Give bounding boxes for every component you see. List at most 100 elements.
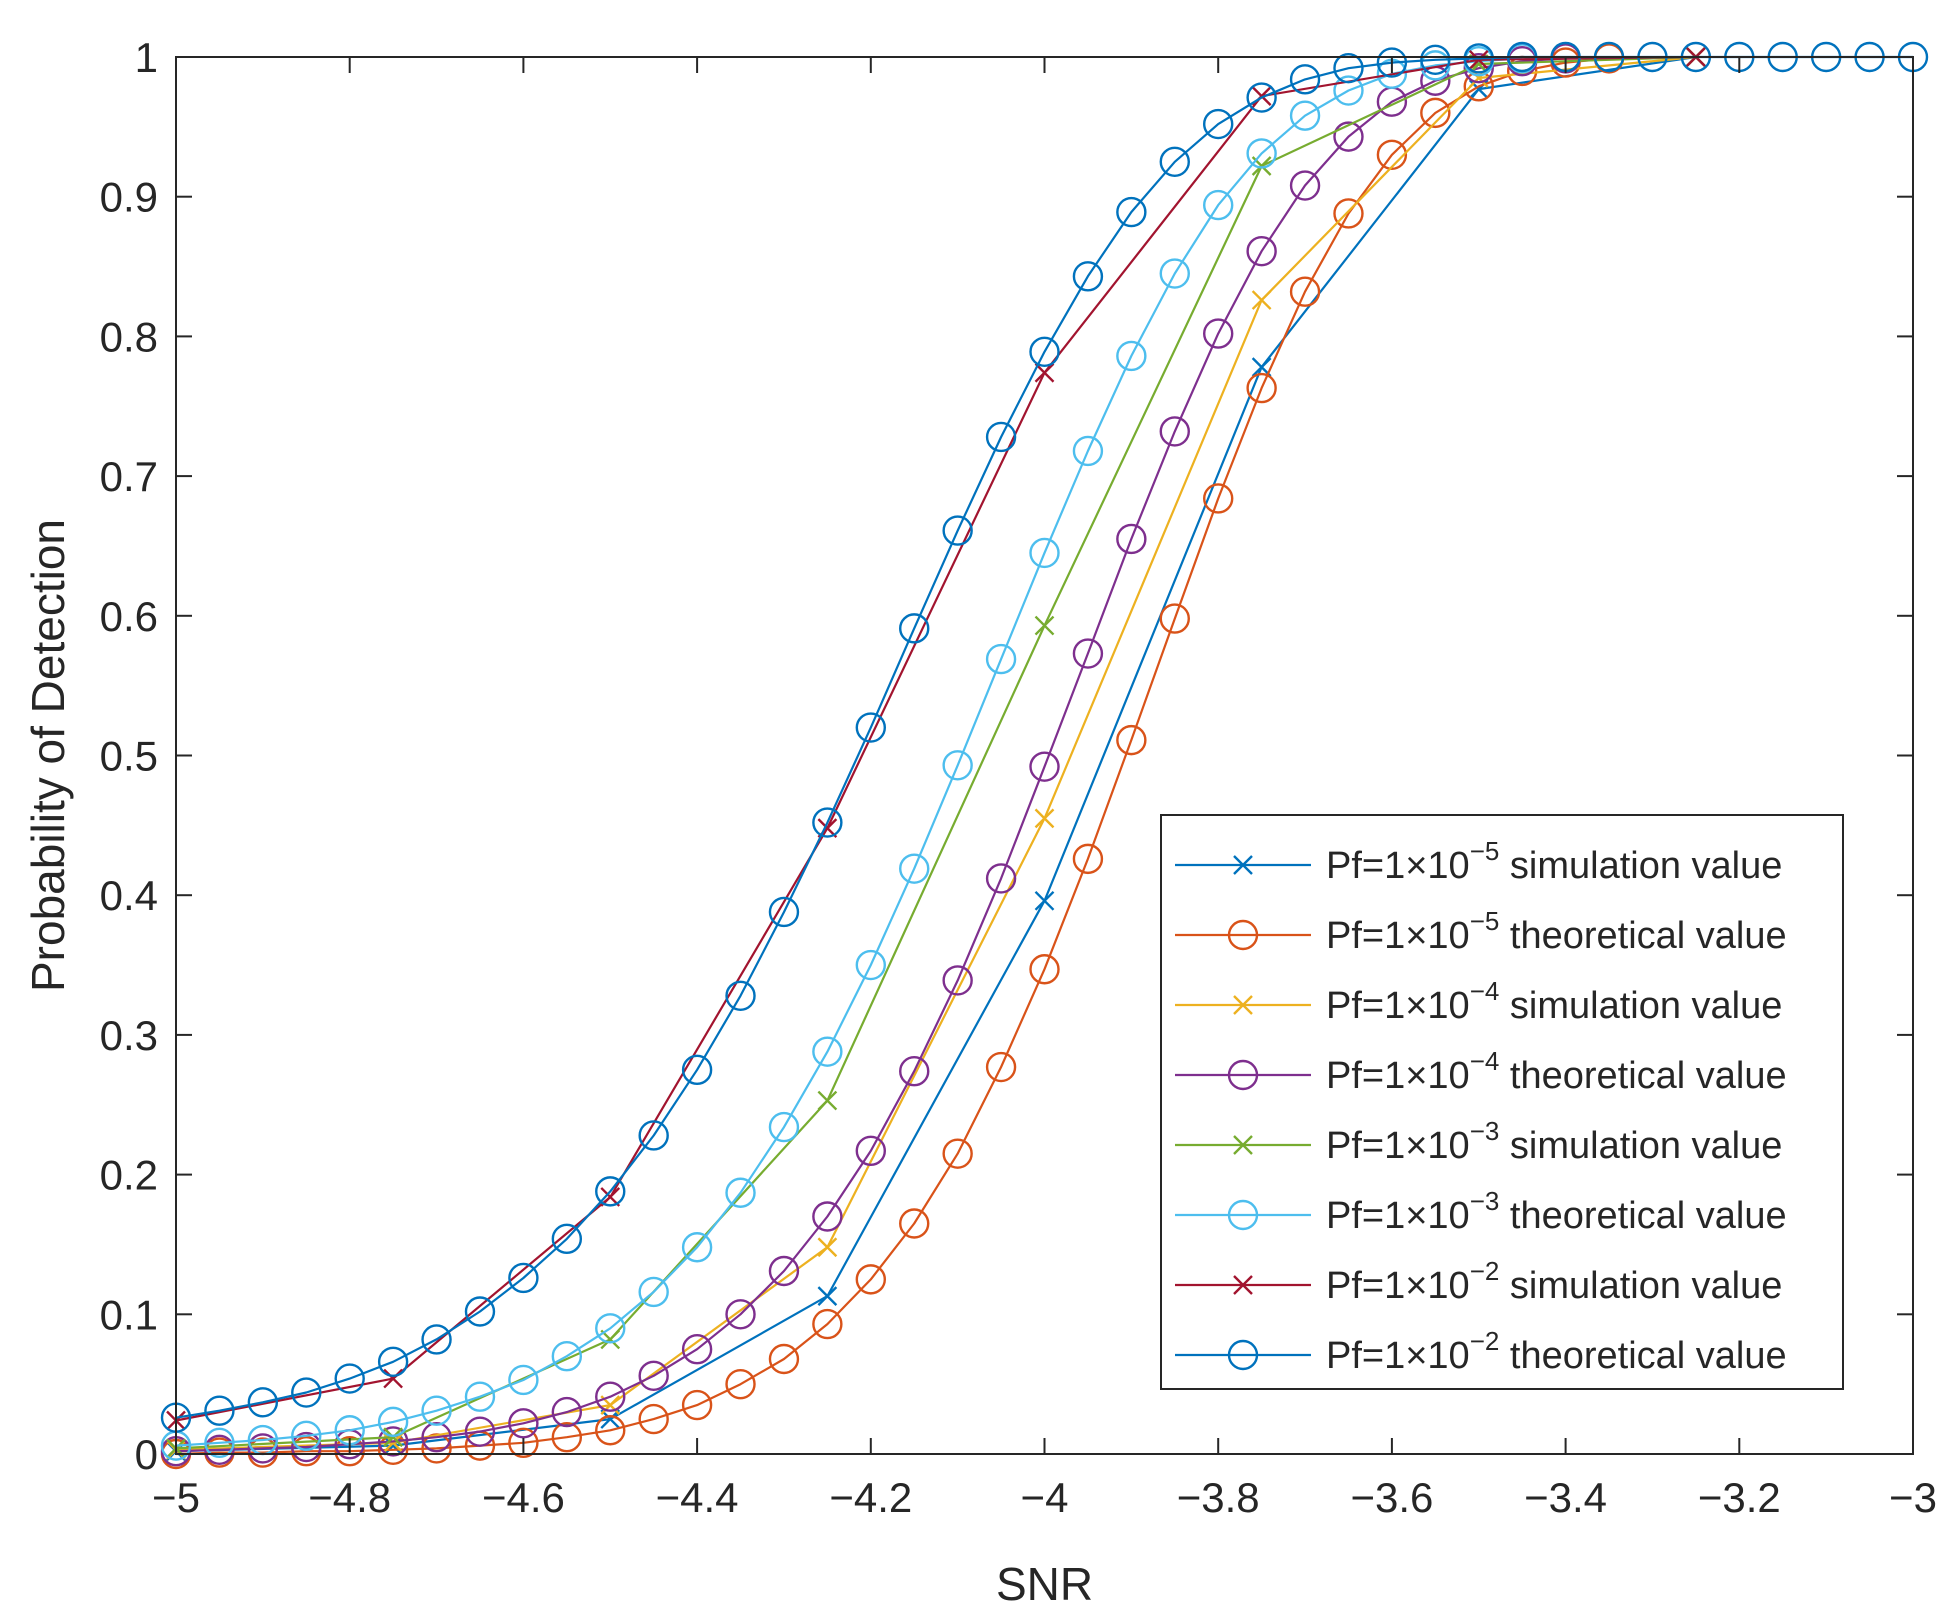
series-5-point bbox=[817, 1090, 838, 1111]
series-6-point bbox=[508, 1364, 539, 1396]
y-tick-label: 0.2 bbox=[100, 1152, 158, 1199]
series-8-point bbox=[551, 1223, 583, 1255]
legend-entry: Pf=1×10−3 simulation value bbox=[1175, 1116, 1782, 1167]
legend-label: Pf=1×10−4 theoretical value bbox=[1326, 1046, 1787, 1097]
series-3-point bbox=[1251, 290, 1272, 310]
x-tick-label: −3.4 bbox=[1524, 1474, 1607, 1521]
x-axis-title: SNR bbox=[996, 1558, 1093, 1610]
series-6-point bbox=[291, 1420, 322, 1452]
series-2-point bbox=[595, 1415, 626, 1446]
series-2-point bbox=[899, 1208, 930, 1239]
series-6 bbox=[160, 43, 1538, 1461]
series-2-point bbox=[1289, 276, 1321, 307]
series-4 bbox=[160, 43, 1581, 1467]
y-tick-label: 0.6 bbox=[100, 593, 158, 640]
series-8-point bbox=[638, 1120, 669, 1151]
series-2-point bbox=[1116, 724, 1147, 756]
series-8-point bbox=[204, 1395, 235, 1426]
series-4-point bbox=[768, 1255, 800, 1287]
y-tick-label: 0.8 bbox=[100, 313, 158, 360]
series-4-point bbox=[942, 965, 973, 996]
series-6-point bbox=[638, 1276, 669, 1308]
x-tick-label: −4.6 bbox=[482, 1474, 565, 1521]
x-tick-label: −3.6 bbox=[1350, 1474, 1433, 1521]
series-6-point bbox=[1159, 258, 1190, 289]
series-6-point bbox=[1333, 75, 1364, 106]
series-8-point bbox=[464, 1296, 496, 1327]
series-8-point bbox=[942, 515, 973, 546]
series-8-point bbox=[899, 613, 930, 644]
y-tick-label: 0.7 bbox=[100, 453, 158, 500]
legend: Pf=1×10−5 simulation value Pf=1×10−5 theo… bbox=[1160, 814, 1844, 1390]
x-tick-label: −4.2 bbox=[829, 1474, 912, 1521]
series-2-point bbox=[1376, 139, 1408, 170]
series-8-point bbox=[1246, 82, 1277, 113]
series-3-point bbox=[817, 1237, 838, 1258]
series-4-point bbox=[638, 1360, 669, 1391]
series-8-point bbox=[1072, 261, 1104, 292]
series-8-point bbox=[377, 1346, 409, 1377]
series-6-point bbox=[551, 1341, 583, 1372]
series-6-point bbox=[768, 1111, 800, 1143]
series-8-point bbox=[768, 896, 800, 928]
plot-area bbox=[160, 41, 1929, 1470]
series-7-point bbox=[1034, 362, 1055, 383]
legend-entry: Pf=1×10−5 simulation value bbox=[1175, 836, 1782, 887]
series-6-point bbox=[985, 643, 1017, 675]
series-4-point bbox=[899, 1056, 930, 1087]
series-2-point bbox=[551, 1422, 583, 1453]
series-6-point bbox=[377, 1406, 409, 1438]
series-4-point bbox=[1029, 751, 1060, 782]
series-3-line bbox=[175, 55, 1697, 1451]
legend-entry: Pf=1×10−4 simulation value bbox=[1175, 976, 1782, 1027]
legend-marker bbox=[1227, 1339, 1259, 1371]
series-2-point bbox=[985, 1051, 1017, 1083]
series-8-point bbox=[421, 1324, 452, 1355]
series-2-point bbox=[1072, 843, 1104, 875]
legend-label: Pf=1×10−2 simulation value bbox=[1326, 1256, 1782, 1307]
series-5-point bbox=[1034, 615, 1055, 636]
series-6-point bbox=[1246, 138, 1277, 169]
legend-marker bbox=[1227, 1199, 1259, 1231]
series-1-point bbox=[600, 1409, 621, 1429]
series-6-point bbox=[855, 949, 886, 981]
series-6-point bbox=[1289, 100, 1321, 131]
legend-entry: Pf=1×10−5 theoretical value bbox=[1175, 906, 1787, 957]
series-6-point bbox=[464, 1381, 496, 1412]
y-tick-label: 1 bbox=[135, 34, 158, 81]
legend-marker bbox=[1227, 1059, 1259, 1091]
series-2-point bbox=[1159, 603, 1190, 634]
series-8-point bbox=[1376, 47, 1408, 78]
x-tick-label: −3.2 bbox=[1698, 1474, 1781, 1521]
series-8-point bbox=[247, 1387, 279, 1418]
series-6-point bbox=[1202, 189, 1234, 221]
series-8-point bbox=[1463, 43, 1494, 74]
series-6-point bbox=[942, 750, 973, 781]
series-4-point bbox=[204, 1434, 235, 1466]
series-2-point bbox=[725, 1368, 756, 1400]
series-4-point bbox=[551, 1396, 583, 1428]
series-4-point bbox=[812, 1201, 843, 1232]
series-6-point bbox=[681, 1232, 713, 1263]
y-axis-title: Probability of Detection bbox=[22, 519, 74, 992]
series-1-point bbox=[383, 1435, 403, 1456]
series-8-point bbox=[681, 1054, 713, 1086]
series-4-point bbox=[595, 1381, 626, 1412]
y-tick-label: 0.1 bbox=[100, 1291, 158, 1338]
series-6-point bbox=[1072, 435, 1104, 467]
series-4-point bbox=[1463, 52, 1494, 84]
series-2-point bbox=[942, 1138, 973, 1169]
series-6-point bbox=[1116, 340, 1147, 372]
series-4-point bbox=[1246, 235, 1277, 267]
legend-marker bbox=[1233, 1135, 1253, 1155]
series-4-point bbox=[985, 863, 1017, 894]
series-8-point bbox=[985, 421, 1017, 453]
x-tick-label: −5 bbox=[152, 1474, 200, 1521]
x-tick-label: −4.4 bbox=[656, 1474, 739, 1521]
legend-label: Pf=1×10−5 theoretical value bbox=[1326, 906, 1787, 957]
series-8-point bbox=[334, 1363, 365, 1394]
series-6-point bbox=[595, 1313, 626, 1344]
series-4-point bbox=[421, 1422, 452, 1453]
series-8-point bbox=[1029, 336, 1060, 367]
